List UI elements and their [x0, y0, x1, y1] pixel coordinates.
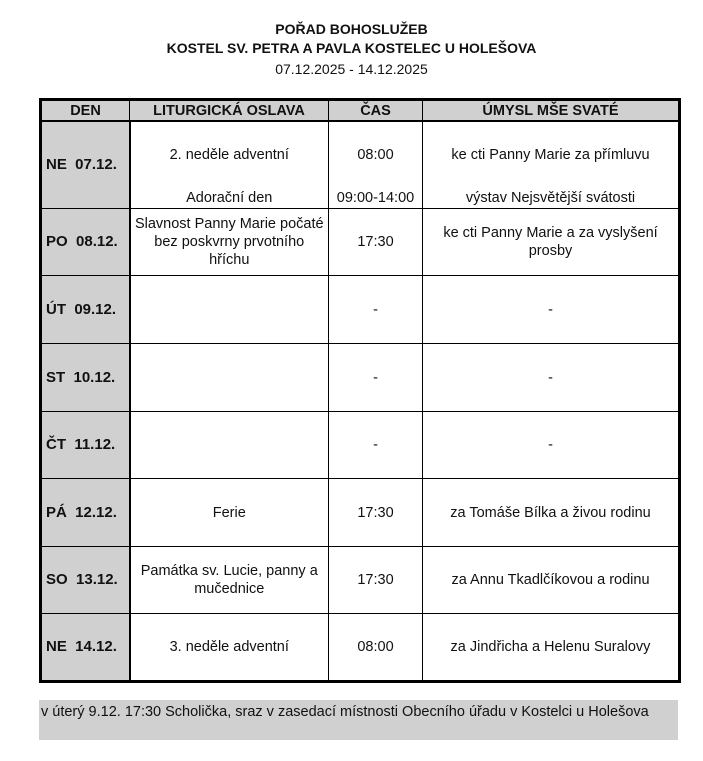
- time-cell: 08:00: [328, 613, 423, 682]
- day-cell: NE 07.12.: [40, 120, 131, 209]
- celebration-text: 2. neděle adventní: [169, 147, 289, 163]
- church-name: KOSTEL SV. PETRA A PAVLA KOSTELEC U HOLE…: [166, 40, 537, 56]
- intention-cell: -: [422, 411, 680, 479]
- day-cell: ČT 11.12.: [40, 411, 131, 479]
- table-row: NE 14.12. 3. neděle adventní 08:00 za Ji…: [40, 613, 680, 682]
- table-row: ST 10.12. - -: [40, 343, 680, 412]
- day-cell: PO 08.12.: [40, 208, 131, 276]
- col-day: DEN: [40, 99, 130, 122]
- celebration-cell: Ferie: [129, 478, 329, 547]
- intention-cell: za Annu Tkadlčíkovou a rodinu: [422, 546, 680, 614]
- time-text-2: 09:00-14:00: [336, 190, 415, 206]
- schedule-table: DEN LITURGICKÁ OSLAVA ČAS ÚMYSL MŠE SVAT…: [39, 98, 681, 683]
- time-cell: -: [328, 343, 423, 412]
- day-cell: ST 10.12.: [40, 343, 131, 412]
- table-row: NE 07.12. 2. neděle adventní Adorační den…: [40, 120, 680, 209]
- table-row: ÚT 09.12. - -: [40, 275, 680, 344]
- intention-cell: ke cti Panny Marie a za vyslyšení prosby: [422, 208, 680, 276]
- time-cell: 17:30: [328, 478, 423, 547]
- time-cell: 17:30: [328, 208, 423, 276]
- time-cell: -: [328, 275, 423, 344]
- table-row: PO 08.12. Slavnost Panny Marie počaté be…: [40, 208, 680, 276]
- time-text: 08:00: [357, 147, 394, 163]
- celebration-cell: [129, 343, 329, 412]
- day-cell: PÁ 12.12.: [40, 478, 131, 547]
- celebration-cell: [129, 275, 329, 344]
- celebration-cell: [129, 411, 329, 479]
- col-celebration: LITURGICKÁ OSLAVA: [129, 99, 329, 122]
- time-cell: 17:30: [328, 546, 423, 614]
- celebration-cell: 2. neděle adventní Adorační den: [129, 120, 329, 209]
- announcement-note: v úterý 9.12. 17:30 Scholička, sraz v za…: [39, 700, 678, 740]
- intention-cell: za Jindřicha a Helenu Suralovy: [422, 613, 680, 682]
- intention-cell: za Tomáše Bílka a živou rodinu: [422, 478, 680, 547]
- table-row: PÁ 12.12. Ferie 17:30 za Tomáše Bílka a …: [40, 478, 680, 547]
- col-intention: ÚMYSL MŠE SVATÉ: [422, 99, 680, 122]
- table-row: ČT 11.12. - -: [40, 411, 680, 479]
- celebration-text-2: Adorační den: [186, 190, 273, 206]
- col-time: ČAS: [328, 99, 423, 122]
- table-header: DEN LITURGICKÁ OSLAVA ČAS ÚMYSL MŠE SVAT…: [40, 99, 680, 122]
- day-cell: ÚT 09.12.: [40, 275, 131, 344]
- date-range: 07.12.2025 - 14.12.2025: [275, 61, 428, 77]
- day-cell: SO 13.12.: [40, 546, 131, 614]
- celebration-cell: 3. neděle adventní: [129, 613, 329, 682]
- document-title: POŘAD BOHOSLUŽEB: [275, 21, 428, 37]
- intention-cell: ke cti Panny Marie za přímluvu výstav Nej…: [422, 120, 680, 209]
- intention-text-2: výstav Nejsvětější svátosti: [465, 190, 636, 206]
- intention-text: ke cti Panny Marie za přímluvu: [451, 147, 650, 163]
- celebration-cell: Slavnost Panny Marie počaté bez poskvrny…: [129, 208, 329, 276]
- time-cell: 08:00 09:00-14:00: [328, 120, 423, 209]
- intention-cell: -: [422, 275, 680, 344]
- time-cell: -: [328, 411, 423, 479]
- table-row: SO 13.12. Památka sv. Lucie, panny a muč…: [40, 546, 680, 614]
- day-cell: NE 14.12.: [40, 613, 131, 682]
- celebration-cell: Památka sv. Lucie, panny a mučednice: [129, 546, 329, 614]
- intention-cell: -: [422, 343, 680, 412]
